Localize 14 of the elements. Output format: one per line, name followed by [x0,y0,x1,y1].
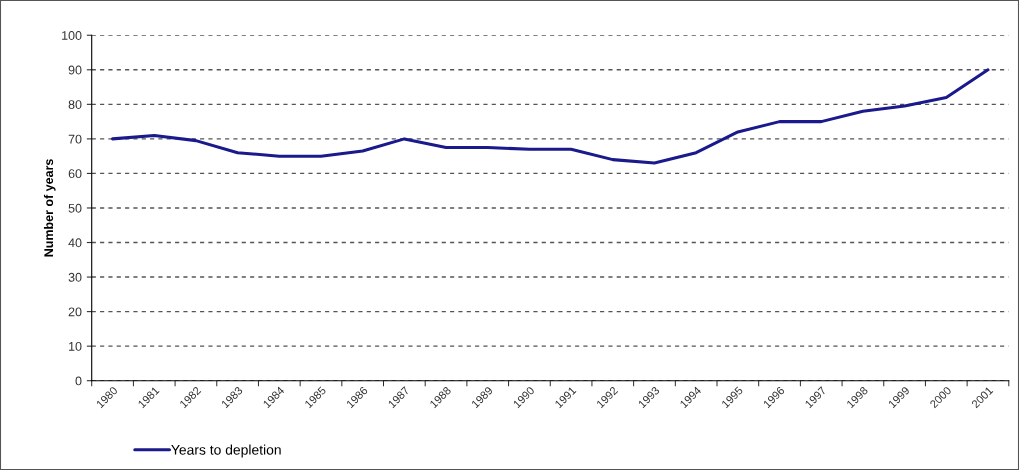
y-tick-label: 10 [69,341,82,351]
y-tick-label: 60 [68,169,82,179]
y-tick-label: 100 [62,31,82,40]
line-series [111,68,990,165]
y-tick-label: 90 [68,65,82,75]
y-tick-label: 40 [68,238,82,248]
y-tick-label: 70 [68,134,82,144]
y-tick-label: 50 [68,203,82,213]
y-tick-label: 30 [68,272,82,282]
y-tick-label: 20 [68,307,82,317]
y-tick-label: 80 [68,100,82,109]
y-axis-title: Number of years [43,159,56,257]
y-tick-label: 0 [75,376,82,386]
legend-label: Years to depletion [171,444,281,458]
